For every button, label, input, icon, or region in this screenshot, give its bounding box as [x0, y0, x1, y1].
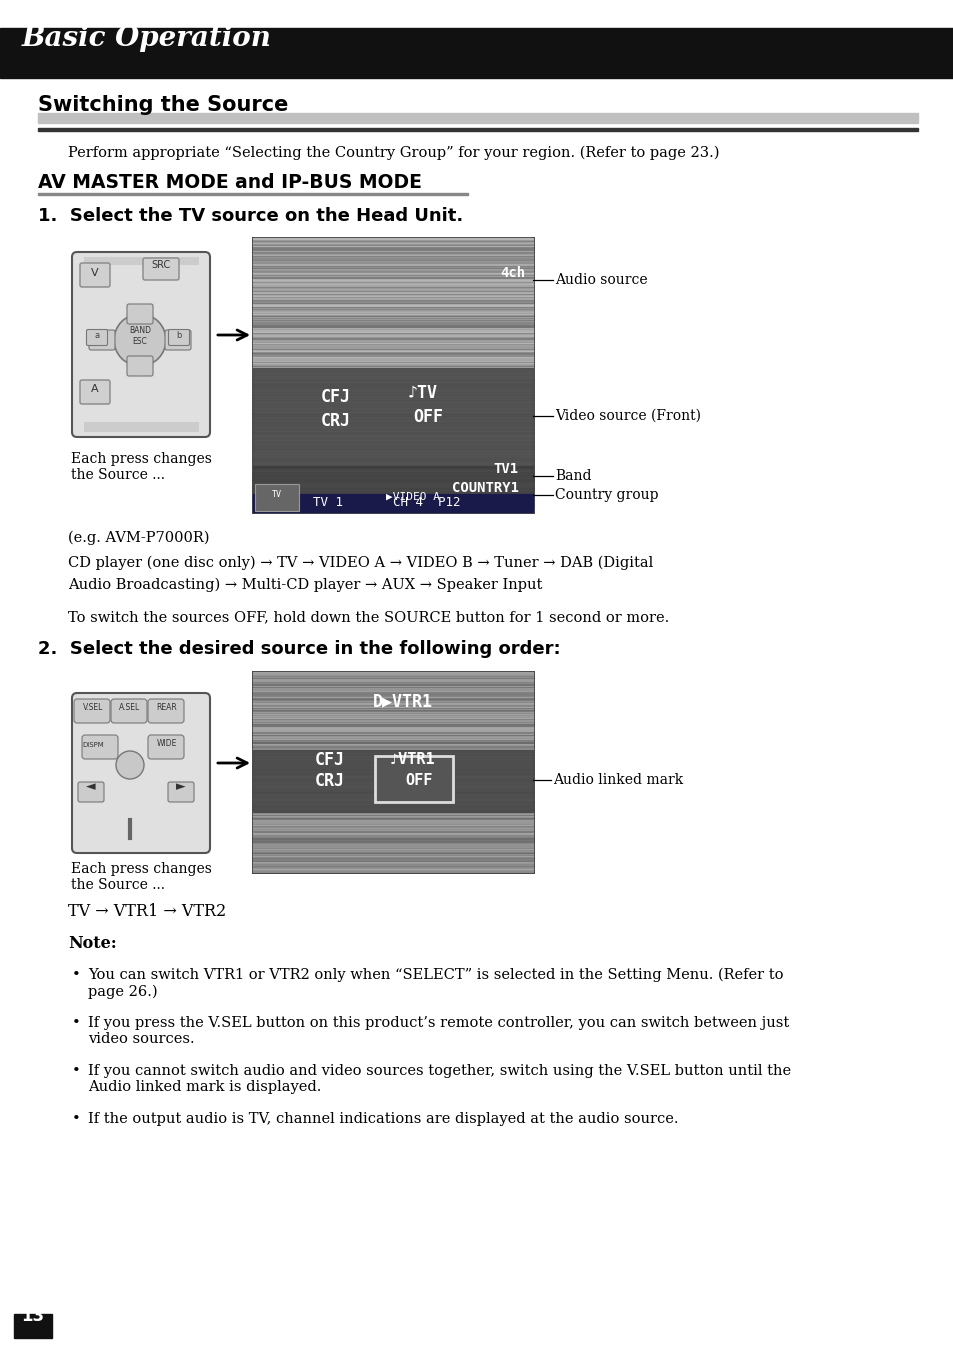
Bar — [0, 28, 953, 78]
Text: You can switch VTR1 or VTR2 only when “SELECT” is selected in the Setting Menu. : You can switch VTR1 or VTR2 only when “S… — [88, 969, 782, 1000]
Text: AV MASTER MODE and IP-BUS MODE: AV MASTER MODE and IP-BUS MODE — [38, 173, 421, 192]
FancyBboxPatch shape — [71, 252, 210, 437]
FancyBboxPatch shape — [82, 735, 118, 759]
Text: Audio source: Audio source — [555, 272, 647, 287]
FancyBboxPatch shape — [111, 699, 147, 723]
Text: •: • — [71, 969, 81, 982]
Text: TV1: TV1 — [494, 461, 518, 476]
Bar — [84, 258, 199, 264]
FancyBboxPatch shape — [127, 304, 152, 324]
FancyBboxPatch shape — [74, 699, 110, 723]
Text: Basic Operation: Basic Operation — [22, 26, 272, 53]
Text: Video source (Front): Video source (Front) — [555, 409, 700, 424]
Text: BAND
ESC: BAND ESC — [129, 326, 151, 345]
Text: WIDE: WIDE — [156, 739, 177, 747]
Circle shape — [113, 314, 166, 366]
FancyBboxPatch shape — [148, 735, 184, 759]
Text: CRJ: CRJ — [314, 772, 345, 791]
Bar — [253, 237, 533, 513]
Bar — [38, 193, 468, 196]
Text: Each press changes
the Source ...: Each press changes the Source ... — [71, 452, 212, 482]
Text: CFJ: CFJ — [320, 389, 351, 406]
Bar — [253, 465, 533, 509]
Text: •: • — [71, 1016, 81, 1031]
FancyBboxPatch shape — [80, 380, 110, 403]
Text: ♪VTR1: ♪VTR1 — [390, 751, 436, 768]
Bar — [254, 484, 298, 511]
Text: ◄: ◄ — [86, 780, 95, 793]
FancyBboxPatch shape — [148, 699, 184, 723]
Text: 4ch: 4ch — [499, 266, 524, 281]
Bar — [375, 755, 453, 803]
Text: OFF: OFF — [413, 407, 442, 426]
FancyBboxPatch shape — [89, 331, 115, 349]
Bar — [38, 128, 917, 131]
Bar — [253, 368, 533, 468]
Text: CH 4  P12: CH 4 P12 — [393, 496, 460, 509]
Text: A: A — [91, 384, 99, 394]
Text: V: V — [91, 268, 99, 278]
Text: •: • — [71, 1064, 81, 1078]
Text: 13: 13 — [21, 1307, 45, 1325]
Text: CRJ: CRJ — [320, 411, 351, 430]
Text: A.SEL: A.SEL — [119, 703, 140, 712]
Text: To switch the sources OFF, hold down the SOURCE button for 1 second or more.: To switch the sources OFF, hold down the… — [68, 610, 669, 625]
Text: If you press the V.SEL button on this product’s remote controller, you can switc: If you press the V.SEL button on this pr… — [88, 1016, 788, 1047]
Text: ►: ► — [176, 780, 186, 793]
FancyBboxPatch shape — [165, 331, 191, 349]
Text: REAR: REAR — [156, 703, 177, 712]
Text: COUNTRY1: COUNTRY1 — [452, 482, 518, 495]
Text: If you cannot switch audio and video sources together, switch using the V.SEL bu: If you cannot switch audio and video sou… — [88, 1064, 790, 1094]
Text: •: • — [71, 1112, 81, 1126]
Bar — [84, 422, 199, 432]
Text: (e.g. AVM-P7000R): (e.g. AVM-P7000R) — [68, 530, 210, 545]
Bar — [14, 1314, 52, 1338]
Text: SRC: SRC — [152, 260, 171, 270]
Text: Each press changes
the Source ...: Each press changes the Source ... — [71, 862, 212, 892]
Text: Audio linked mark: Audio linked mark — [553, 773, 682, 786]
Text: Band: Band — [555, 469, 591, 483]
Text: TV 1: TV 1 — [313, 496, 343, 509]
Text: D▶VTR1: D▶VTR1 — [373, 692, 433, 710]
Text: 1.  Select the TV source on the Head Unit.: 1. Select the TV source on the Head Unit… — [38, 206, 463, 225]
Bar — [38, 113, 917, 123]
Bar — [253, 495, 533, 509]
Text: Country group: Country group — [555, 488, 658, 502]
Text: ♪TV: ♪TV — [408, 384, 437, 402]
Bar — [253, 672, 533, 871]
Circle shape — [116, 751, 144, 778]
FancyBboxPatch shape — [169, 329, 190, 345]
Text: TV: TV — [272, 490, 282, 499]
Text: TV → VTR1 → VTR2: TV → VTR1 → VTR2 — [68, 902, 226, 920]
Bar — [253, 750, 533, 812]
Text: V.SEL: V.SEL — [83, 703, 103, 712]
Text: CD player (one disc only) → TV → VIDEO A → VIDEO B → Tuner → DAB (Digital: CD player (one disc only) → TV → VIDEO A… — [68, 556, 653, 571]
Bar — [253, 494, 533, 513]
FancyBboxPatch shape — [168, 782, 193, 803]
Text: Audio Broadcasting) → Multi-CD player → AUX → Speaker Input: Audio Broadcasting) → Multi-CD player → … — [68, 577, 542, 592]
Text: DISPM: DISPM — [82, 742, 104, 747]
Text: If the output audio is TV, channel indications are displayed at the audio source: If the output audio is TV, channel indic… — [88, 1112, 678, 1126]
FancyBboxPatch shape — [127, 356, 152, 376]
FancyBboxPatch shape — [143, 258, 179, 281]
Text: OFF: OFF — [405, 773, 432, 788]
FancyBboxPatch shape — [87, 329, 108, 345]
Text: Note:: Note: — [68, 935, 116, 952]
FancyBboxPatch shape — [80, 263, 110, 287]
FancyBboxPatch shape — [71, 693, 210, 853]
Text: Perform appropriate “Selecting the Country Group” for your region. (Refer to pag: Perform appropriate “Selecting the Count… — [68, 146, 719, 161]
Text: CFJ: CFJ — [314, 751, 345, 769]
FancyBboxPatch shape — [78, 782, 104, 803]
Text: ▶VIDEO A: ▶VIDEO A — [386, 492, 439, 502]
Text: a: a — [94, 331, 99, 340]
Text: b: b — [176, 331, 181, 340]
Text: 2.  Select the desired source in the following order:: 2. Select the desired source in the foll… — [38, 639, 560, 658]
Text: Switching the Source: Switching the Source — [38, 94, 288, 115]
